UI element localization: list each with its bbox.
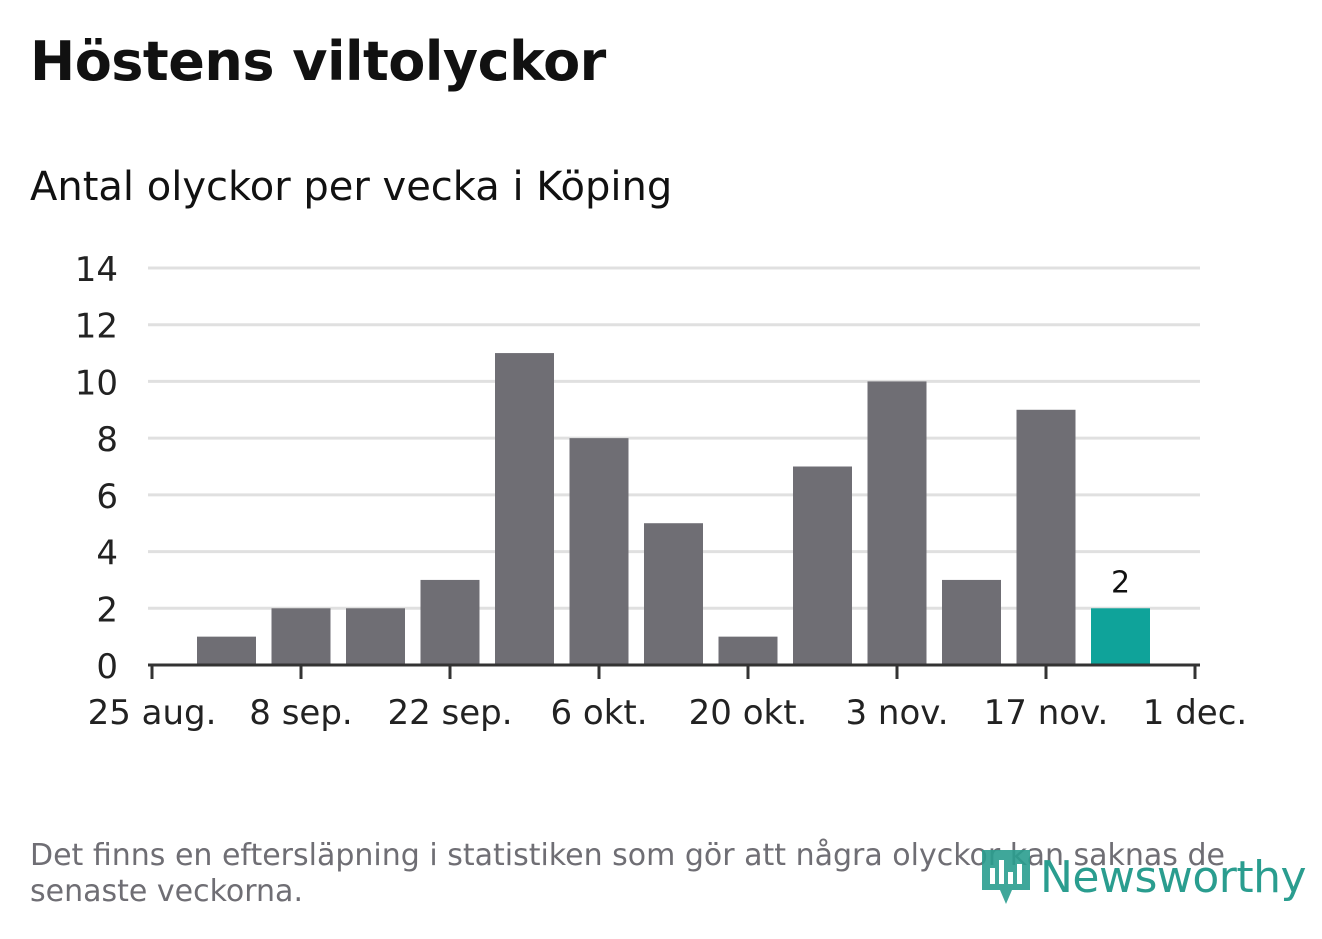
x-tick-label: 25 aug.: [88, 693, 217, 733]
y-tick-label: 4: [96, 534, 118, 574]
y-axis-ticks: 0 2 4 6 8 10 12 14: [75, 250, 118, 687]
x-tick-label: 3 nov.: [845, 693, 948, 733]
bar: [942, 579, 1001, 665]
y-tick-label: 14: [75, 250, 118, 290]
newsworthy-bars-icon: [982, 850, 1030, 904]
bar: [1016, 409, 1076, 665]
data-labels: 2: [1111, 565, 1130, 600]
bar: [271, 608, 331, 665]
y-tick-label: 0: [96, 647, 118, 687]
bar-highlight: [1091, 608, 1150, 665]
bars: [197, 353, 1150, 665]
chart-subtitle: Antal olyckor per vecka i Köping: [30, 164, 673, 210]
y-tick-label: 10: [75, 363, 118, 403]
y-tick-label: 2: [96, 590, 118, 630]
newsworthy-logo: Newsworthy: [980, 846, 1307, 908]
bar: [420, 579, 480, 665]
bar: [718, 636, 778, 665]
y-tick-label: 12: [75, 307, 118, 347]
bar: [867, 381, 927, 665]
y-tick-label: 8: [96, 420, 118, 460]
x-tick-label: 20 okt.: [689, 693, 808, 733]
bar: [793, 466, 852, 665]
bar: [644, 523, 703, 665]
y-tick-label: 6: [96, 477, 118, 517]
bar-chart: 0 2 4 6 8 10 12 14 2 25 aug. 8 sep. 22 sep. 6 okt.…: [75, 250, 1247, 733]
x-tick-label: 6 okt.: [550, 693, 647, 733]
bar: [346, 608, 405, 665]
x-tick-label: 8 sep.: [249, 693, 352, 733]
x-tick-label: 1 dec.: [1143, 693, 1247, 733]
bar: [569, 438, 629, 665]
data-label: 2: [1111, 565, 1130, 600]
x-axis-ticks: 25 aug. 8 sep. 22 sep. 6 okt. 20 okt. 3 nov. 1…: [88, 665, 1247, 733]
x-tick-label: 22 sep.: [387, 693, 512, 733]
x-tick-label: 17 nov.: [984, 693, 1109, 733]
bar: [197, 636, 256, 665]
logo-text: Newsworthy: [1040, 851, 1307, 903]
chart-title: Höstens viltolyckor: [30, 30, 606, 93]
bar: [495, 353, 554, 665]
